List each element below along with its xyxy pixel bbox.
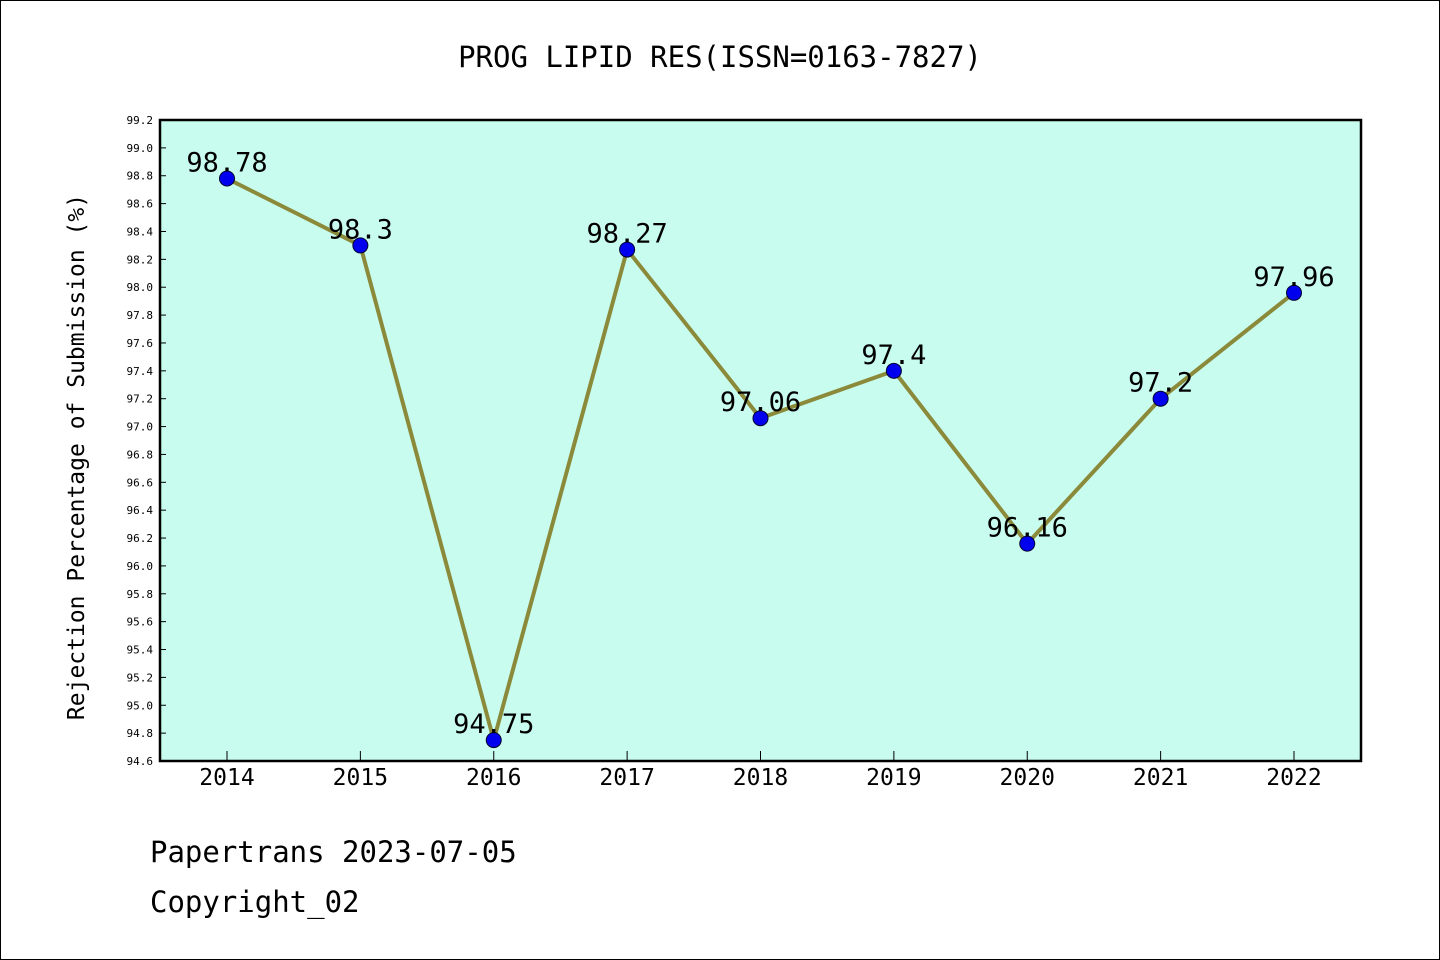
- y-tick-label: 96.6: [127, 476, 154, 489]
- y-tick-label: 98.6: [127, 198, 154, 211]
- y-tick-label: 95.2: [127, 671, 154, 684]
- data-point: [619, 241, 636, 258]
- y-tick-label: 97.2: [127, 393, 154, 406]
- data-label: 97.96: [1253, 262, 1334, 293]
- footer-copyright: Copyright_02: [150, 885, 360, 919]
- x-tick-label: 2016: [466, 765, 521, 791]
- y-tick-label: 98.0: [127, 281, 154, 294]
- y-tick-label: 96.4: [127, 504, 154, 517]
- y-tick-label: 94.8: [127, 727, 154, 740]
- x-tick-label: 2015: [333, 765, 388, 791]
- y-tick-label: 95.6: [127, 616, 154, 629]
- plot-area: [158, 118, 1363, 763]
- y-tick-label: 98.4: [127, 225, 154, 238]
- data-labels-group: 98.78 98.3 94.75 98.27 97.06 97.4 96.16 97.2 97.…: [186, 148, 1334, 741]
- x-tick-label: 2017: [599, 765, 654, 791]
- data-point: [485, 732, 502, 749]
- y-tick-label: 97.8: [127, 309, 154, 322]
- y-tick-label: 99.2: [127, 114, 154, 127]
- y-tick-label: 97.4: [127, 365, 154, 378]
- data-label: 98.78: [186, 148, 267, 179]
- data-label: 97.4: [861, 340, 926, 371]
- data-label: 97.06: [720, 387, 801, 418]
- x-axis: 2014 2015 2016 2017 2018 2019 2020 2021 2022: [199, 751, 1322, 791]
- y-tick-label: 97.0: [127, 421, 154, 434]
- data-label: 96.16: [987, 513, 1068, 544]
- x-tick-label: 2018: [733, 765, 788, 791]
- y-axis-label: Rejection Percentage of Submission (%): [64, 194, 90, 720]
- y-tick-label: 95.0: [127, 699, 154, 712]
- y-tick-label: 95.8: [127, 588, 154, 601]
- y-tick-label: 94.6: [127, 755, 154, 768]
- y-tick-label: 98.8: [127, 170, 154, 183]
- y-tick-label: 95.4: [127, 644, 154, 657]
- data-point: [219, 170, 235, 187]
- data-point: [885, 362, 902, 379]
- y-axis: 94.6 94.8 95.0 95.2 95.4 95.6 95.8 96.0 96.2 96.4…: [127, 114, 166, 768]
- y-tick-label: 96.0: [127, 560, 154, 573]
- y-tick-label: 96.2: [127, 532, 154, 545]
- data-label: 97.2: [1128, 368, 1193, 399]
- x-tick-label: 2014: [199, 765, 254, 791]
- x-tick-label: 2019: [866, 765, 921, 791]
- data-point: [1286, 284, 1302, 301]
- data-point: [352, 237, 369, 254]
- x-tick-label: 2020: [1000, 765, 1055, 791]
- x-tick-label: 2022: [1266, 765, 1321, 791]
- y-tick-label: 97.6: [127, 337, 154, 350]
- footer-date: Papertrans 2023-07-05: [150, 835, 517, 869]
- data-label: 98.27: [586, 219, 667, 250]
- data-label: 94.75: [453, 709, 534, 740]
- data-point: [1019, 535, 1036, 552]
- y-tick-label: 96.8: [127, 448, 154, 461]
- data-point: [752, 410, 769, 427]
- y-tick-label: 99.0: [127, 142, 154, 155]
- data-point: [1152, 390, 1169, 407]
- chart-title: PROG LIPID RES(ISSN=0163-7827): [458, 40, 982, 74]
- data-label: 98.3: [328, 214, 393, 245]
- series-markers-group: [219, 170, 1302, 749]
- x-tick-label: 2021: [1133, 765, 1188, 791]
- y-tick-label: 98.2: [127, 253, 154, 266]
